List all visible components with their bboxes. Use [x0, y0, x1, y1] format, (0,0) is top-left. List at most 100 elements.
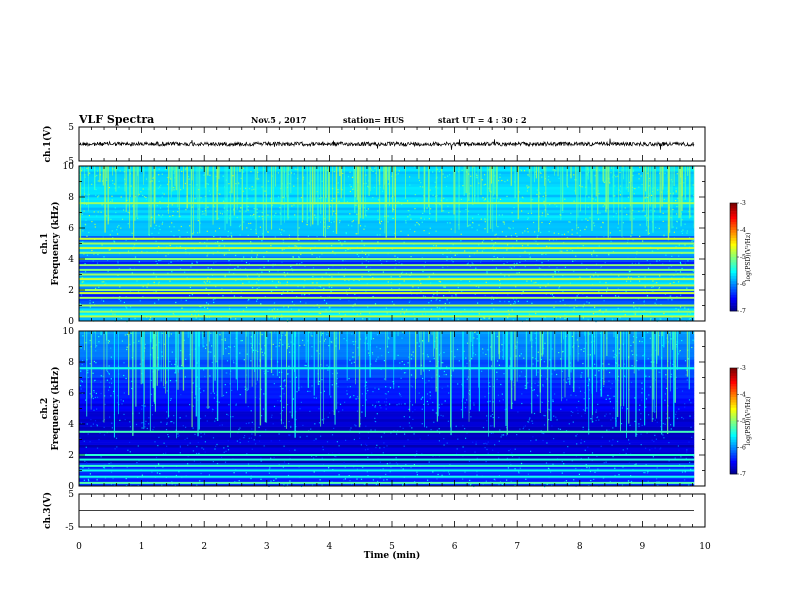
ch1-spectrogram-speckle	[301, 262, 303, 264]
ch2-spectrogram-speckle	[353, 343, 355, 346]
ch1-spectrogram-speckle	[223, 254, 225, 256]
ch1-spectrogram-streak	[324, 166, 326, 238]
ch1-spectrogram-streak	[265, 166, 267, 231]
ch1-spectrogram-speckle	[687, 308, 689, 310]
ch1-spectrogram-speckle	[338, 200, 340, 202]
ch2-spectrogram-streak	[577, 331, 579, 362]
ch2-spectrogram-streak	[113, 331, 116, 438]
ch2-spectrogram-speckle	[565, 480, 567, 482]
ch2-spectrogram-speckle	[173, 415, 175, 417]
ch2-spectrogram-speckle	[418, 392, 420, 394]
ch2-spectrogram-streak	[251, 331, 253, 387]
ch1-spectrogram-speckle	[223, 245, 226, 247]
ch2-spectrogram-speckle	[352, 356, 354, 358]
ch2-spectrogram-speckle	[532, 422, 534, 424]
ch2-spectrogram-speckle	[150, 393, 153, 395]
ch2-spectrogram-speckle	[160, 365, 162, 367]
ch1-spectrogram-speckle	[641, 210, 644, 212]
ch1-spectrogram-speckle	[423, 308, 425, 310]
ch1-spectrogram-streak	[607, 166, 609, 238]
ch2-spectrogram-speckle	[135, 423, 138, 426]
ch1-spectrogram-speckle	[251, 250, 253, 252]
ch2-spectrogram-speckle	[410, 358, 412, 360]
ch1-spectrogram-speckle	[134, 256, 137, 258]
ch2-spectrogram-bg-row	[79, 405, 695, 409]
ch1-spectrogram-speckle	[606, 290, 608, 292]
ch2-spectrogram-speckle	[331, 452, 334, 454]
ch1-spectrogram-streak	[284, 166, 285, 223]
ch1-spectrogram-speckle	[407, 200, 409, 202]
ch1-spectrogram-speckle	[84, 271, 87, 273]
ch2-spectrogram-speckle	[244, 435, 246, 437]
ch1-spectrogram-speckle	[603, 300, 605, 302]
ch1-spectrogram-streak	[465, 166, 467, 194]
ch2-spectrogram-speckle	[514, 448, 516, 450]
ch2-spectrogram-speckle	[80, 422, 82, 424]
ch2-spectrogram-speckle	[515, 347, 517, 349]
ch1-spectrogram-speckle	[315, 216, 317, 219]
ch2-spectrogram-speckle	[609, 398, 611, 400]
ch1-spectrogram-speckle	[288, 234, 290, 236]
ch2-spectrogram-speckle	[384, 393, 386, 395]
ch2-spectrogram-streak	[584, 331, 586, 412]
ch1-spectrogram-speckle	[153, 281, 155, 283]
ch2-spectrogram-streak	[568, 331, 570, 378]
ch2-spectrogram-speckle	[124, 334, 126, 336]
ch1-spectrogram-speckle	[246, 227, 248, 229]
ch2-spectrogram-speckle	[180, 394, 182, 396]
ch2-spectrogram-speckle	[604, 415, 606, 417]
ch1-spectrogram-speckle	[592, 313, 595, 315]
ch1-spectrogram-speckle	[535, 312, 537, 315]
ch2-spectrogram-speckle	[269, 467, 271, 469]
ch1-spectrogram-speckle	[598, 310, 600, 312]
ch2-spectrogram-streak	[128, 331, 130, 396]
ch2-spectrogram-speckle	[100, 456, 102, 458]
ch2-spectrogram-speckle	[251, 428, 253, 430]
ch1-spectrogram-streak	[621, 166, 623, 237]
ch2-spectrogram-speckle	[616, 362, 618, 364]
ch1-spectrogram-speckle	[521, 196, 523, 198]
ch2-spectrogram-speckle	[141, 427, 143, 429]
ch1-spectrogram-speckle	[379, 234, 381, 236]
ch2-spectrogram-speckle	[376, 401, 378, 403]
ch2-spectrogram-speckle	[144, 426, 146, 428]
ch1-spectrogram-speckle	[350, 186, 352, 188]
ch1-spectrogram-speckle	[478, 286, 480, 288]
ch1-spectrogram-speckle	[127, 204, 129, 206]
ch2-spectrogram-speckle	[138, 340, 140, 342]
ch1-spectrogram-speckle	[110, 218, 112, 220]
ch1-spectrogram-speckle	[229, 308, 231, 310]
ch2-spectrogram-speckle	[148, 417, 150, 419]
ch1-spectrogram-speckle	[548, 230, 550, 233]
ch1-spectrogram-speckle	[277, 196, 280, 198]
ch1-spectrogram-speckle	[173, 189, 175, 191]
ch2-spectrogram-bg-row	[79, 429, 695, 433]
ch2-spectrogram-speckle	[244, 386, 246, 388]
ch1-spectrogram-streak	[288, 166, 290, 171]
ch2-spectrogram-speckle	[416, 342, 418, 344]
ch1-spectrogram-streak	[138, 166, 139, 197]
ch1-spectrogram-speckle	[366, 256, 368, 258]
ch2-spectrogram-speckle	[383, 479, 385, 481]
ch1-spectrogram-speckle	[577, 226, 579, 229]
ch1-spectrogram-speckle	[247, 209, 249, 211]
ch2-spectrogram-speckle	[389, 386, 391, 388]
ch1-spectrogram-speckle	[478, 224, 480, 226]
ch1-spectrogram-speckle	[436, 168, 438, 170]
ch2-spectrogram-speckle	[686, 449, 688, 451]
ch2-spectrogram-speckle	[608, 380, 610, 382]
ch1-spectrogram-speckle	[620, 210, 622, 212]
ch2-spectrogram-speckle	[93, 360, 95, 363]
ch2-spectrogram-speckle	[587, 384, 589, 387]
ch1-spectrogram-speckle	[197, 232, 199, 234]
ch2-spectrogram-speckle	[112, 392, 114, 394]
ch1-spectrogram-streak	[149, 166, 151, 191]
ch2-spectrogram-speckle	[416, 453, 418, 455]
ch2-spectrogram-speckle	[678, 408, 680, 410]
ch1-spectrogram-speckle	[272, 266, 274, 268]
ch2-spectrogram-speckle	[635, 463, 637, 465]
ch2-spectrogram-speckle	[524, 385, 526, 387]
ch1-spectrogram-speckle	[417, 223, 419, 225]
ch1-spectrogram-speckle	[253, 188, 255, 190]
ch2-spectrogram-speckle	[520, 371, 523, 373]
